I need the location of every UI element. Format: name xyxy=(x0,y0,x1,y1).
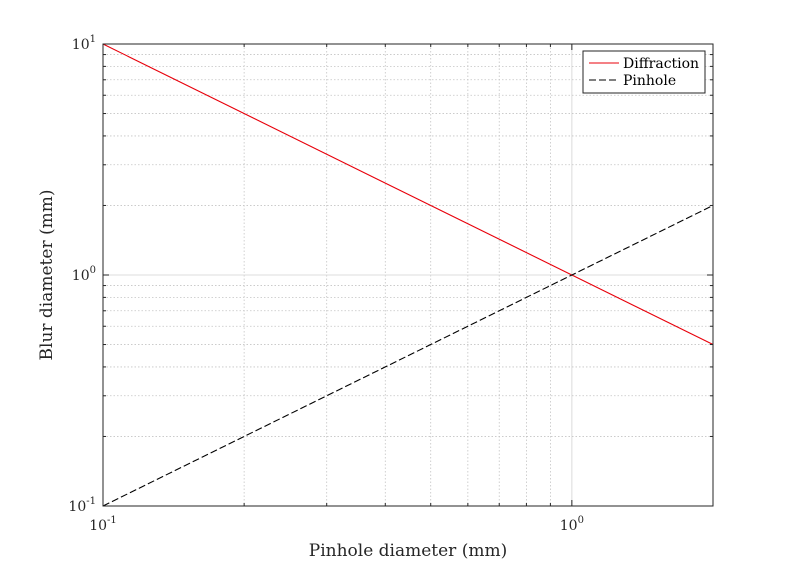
series-line-pinhole xyxy=(102,204,714,507)
tick-label-exponent: 0 xyxy=(90,265,96,276)
tick-label-base: 10 xyxy=(89,518,107,534)
legend-label-diffraction: Diffraction xyxy=(623,56,699,72)
tick-label-exponent: -1 xyxy=(107,515,117,526)
series-layer xyxy=(102,43,714,507)
legend-box xyxy=(582,50,706,94)
ticks xyxy=(102,43,714,507)
tick-label-exponent: 1 xyxy=(90,34,96,45)
y-axis-label: Blur diameter (mm) xyxy=(37,190,57,361)
x-tick-label: 10-1 xyxy=(89,515,117,534)
tick-label-base: 10 xyxy=(560,518,578,534)
y-tick-label: 101 xyxy=(72,34,96,53)
x-tick-label: 100 xyxy=(560,515,584,534)
series-line-diffraction xyxy=(102,43,714,346)
tick-label-base: 10 xyxy=(72,37,90,53)
tick-label-exponent: 0 xyxy=(578,515,584,526)
grid xyxy=(103,44,713,506)
y-tick-label: 100 xyxy=(72,265,96,284)
x-axis-label: Pinhole diameter (mm) xyxy=(309,541,507,561)
tick-label-base: 10 xyxy=(72,268,90,284)
tick-label-exponent: -1 xyxy=(86,496,96,507)
legend-label-pinhole: Pinhole xyxy=(623,73,676,89)
tick-label-base: 10 xyxy=(68,499,86,515)
y-tick-label: 10-1 xyxy=(68,496,96,515)
